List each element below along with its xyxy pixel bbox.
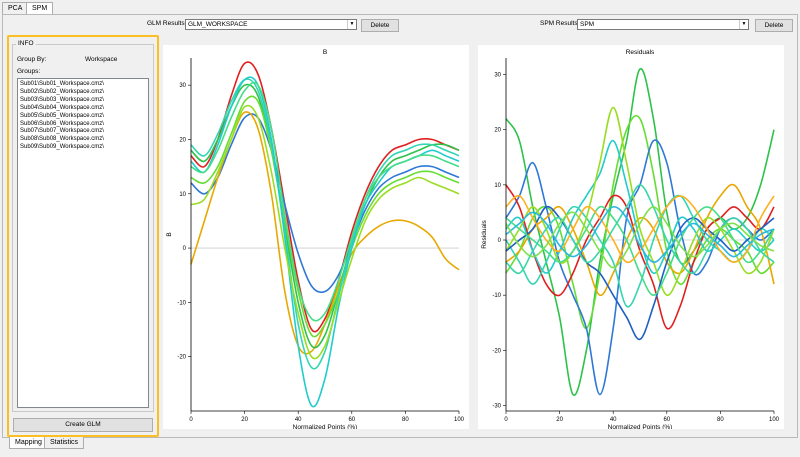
spm-delete-button[interactable]: Delete: [755, 19, 793, 32]
tab-statistics[interactable]: Statistics: [44, 437, 85, 449]
chart-title: B: [323, 49, 327, 56]
y-tick-label: -10: [177, 300, 186, 306]
list-item[interactable]: Sub03\Sub03_Workspace.cmz\: [20, 96, 104, 103]
x-tick-label: 80: [402, 417, 409, 423]
x-tick-label: 100: [454, 417, 465, 423]
groups-label: Groups:: [17, 68, 41, 75]
y-tick-label: 30: [494, 73, 501, 79]
list-item[interactable]: Sub01\Sub01_Workspace.cmz\: [20, 81, 104, 87]
chevron-down-icon: ▼: [347, 20, 356, 29]
chart-title: Residuals: [626, 49, 655, 56]
y-tick-label: 10: [179, 192, 186, 198]
group-by-label: Group By:: [17, 56, 47, 63]
list-item[interactable]: Sub08\Sub08_Workspace.cmz\: [20, 136, 104, 143]
residuals-chart: Residuals 0 20 40 60 80 100 -30 -20 -10 0 10 20 30 Nor…: [481, 49, 780, 431]
x-tick-label: 20: [241, 417, 248, 423]
list-item[interactable]: Sub06\Sub06_Workspace.cmz\: [20, 120, 104, 127]
series-line: [505, 206, 775, 263]
x-tick-label: 0: [504, 417, 508, 423]
series-line: [505, 205, 775, 341]
spm-results-select[interactable]: SPM ▼: [577, 19, 749, 30]
x-tick-label: 60: [348, 417, 355, 423]
series-line: [190, 76, 460, 408]
series-line: [505, 184, 775, 275]
y-tick-label: -20: [177, 355, 186, 361]
list-item[interactable]: Sub02\Sub02_Workspace.cmz\: [20, 88, 104, 95]
y-tick-label: 20: [494, 128, 501, 134]
series-line: [505, 139, 775, 396]
b-chart-panel: B 0 20 40 60 80 100 -20 -10 0 10 20 30 Normalized Poi…: [163, 45, 469, 431]
list-item[interactable]: Sub09\Sub09_Workspace.cmz\: [20, 144, 104, 151]
y-tick-label: 10: [494, 183, 501, 189]
y-tick-label: -20: [492, 348, 501, 354]
series-line: [505, 139, 775, 274]
spm-results-label: SPM Results:: [540, 20, 580, 27]
x-tick-label: 60: [663, 417, 670, 423]
info-title: INFO: [16, 40, 36, 47]
x-tick-label: 80: [717, 417, 724, 423]
tab-mapping[interactable]: Mapping: [9, 437, 48, 449]
series-line: [505, 183, 775, 297]
y-axis-label: Residuals: [481, 219, 488, 248]
x-tick-label: 100: [769, 417, 780, 423]
series-line: [190, 78, 460, 370]
b-chart: B 0 20 40 60 80 100 -20 -10 0 10 20 30 Normalized Poi…: [166, 49, 465, 431]
y-tick-label: 0: [183, 246, 187, 252]
series-line: [190, 104, 460, 360]
x-tick-label: 40: [295, 417, 302, 423]
y-tick-label: 0: [498, 238, 502, 244]
group-by-value: Workspace: [85, 56, 118, 63]
tab-spm[interactable]: SPM: [26, 2, 54, 15]
x-tick-label: 0: [189, 417, 193, 423]
spm-results-value: SPM: [580, 21, 595, 28]
glm-results-value: GLM_WORKSPACE: [188, 21, 248, 28]
y-tick-label: -30: [492, 403, 501, 409]
list-item[interactable]: Sub04\Sub04_Workspace.cmz\: [20, 104, 104, 111]
create-glm-button[interactable]: Create GLM: [13, 418, 153, 432]
series-line: [190, 61, 460, 333]
series-line: [505, 114, 775, 330]
y-tick-label: 20: [179, 137, 186, 143]
x-axis-label: Normalized Points (%): [608, 424, 673, 429]
residuals-chart-panel: Residuals 0 20 40 60 80 100 -30 -20 -10 0 10 20 30 Nor…: [478, 45, 784, 431]
y-tick-label: -10: [492, 293, 501, 299]
series-line: [190, 83, 460, 349]
y-tick-label: 30: [179, 83, 186, 89]
y-axis-label: B: [166, 232, 173, 236]
glm-results-label: GLM Results:: [147, 20, 187, 27]
x-axis-label: Normalized Points (%): [293, 424, 358, 429]
series-line: [505, 106, 775, 297]
series-line: [190, 81, 460, 322]
glm-delete-button[interactable]: Delete: [361, 19, 399, 32]
info-highlight: [7, 35, 159, 437]
series-line: [505, 206, 775, 269]
list-item[interactable]: Sub07\Sub07_Workspace.cmz\: [20, 128, 104, 135]
series-line: [190, 113, 460, 294]
list-item[interactable]: Sub05\Sub05_Workspace.cmz\: [20, 112, 104, 119]
series-line: [190, 95, 460, 338]
chevron-down-icon: ▼: [739, 20, 748, 29]
x-tick-label: 40: [610, 417, 617, 423]
x-tick-label: 20: [556, 417, 563, 423]
groups-list[interactable]: Sub01\Sub01_Workspace.cmz\ Sub02\Sub02_W…: [17, 78, 149, 408]
info-groupbox: [12, 44, 154, 412]
glm-results-select[interactable]: GLM_WORKSPACE ▼: [185, 19, 357, 30]
series-line: [505, 205, 775, 297]
series-line: [505, 194, 775, 264]
